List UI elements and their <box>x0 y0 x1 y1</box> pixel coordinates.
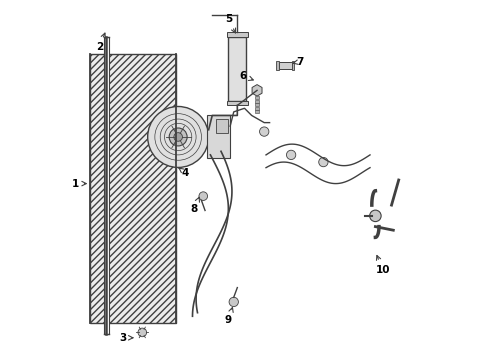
Bar <box>90 54 176 323</box>
Bar <box>254 107 259 110</box>
Bar <box>276 60 278 70</box>
Circle shape <box>199 192 207 201</box>
Circle shape <box>147 107 208 167</box>
Circle shape <box>286 150 295 159</box>
Bar <box>291 60 294 70</box>
Bar <box>254 103 259 106</box>
Circle shape <box>228 297 238 307</box>
Bar <box>228 37 246 101</box>
Bar <box>254 111 259 113</box>
Text: 10: 10 <box>375 256 389 275</box>
Polygon shape <box>252 85 262 96</box>
Text: 8: 8 <box>190 197 199 214</box>
Bar <box>226 32 247 37</box>
Circle shape <box>369 210 380 222</box>
Bar <box>215 119 228 134</box>
Text: 9: 9 <box>224 307 233 325</box>
Bar <box>254 100 259 103</box>
Bar <box>206 116 230 158</box>
Circle shape <box>318 157 327 167</box>
Bar <box>104 37 108 334</box>
Text: 7: 7 <box>293 57 303 67</box>
Text: 1: 1 <box>71 179 86 189</box>
Circle shape <box>138 328 146 337</box>
Text: 5: 5 <box>224 14 235 33</box>
Text: 4: 4 <box>179 168 189 178</box>
Circle shape <box>259 127 268 136</box>
Text: 6: 6 <box>239 71 253 81</box>
Circle shape <box>169 128 187 146</box>
Circle shape <box>174 133 182 141</box>
Bar <box>278 62 292 69</box>
Bar <box>254 96 259 99</box>
Text: 3: 3 <box>119 333 133 343</box>
Bar <box>226 101 247 105</box>
Text: 2: 2 <box>96 33 105 52</box>
